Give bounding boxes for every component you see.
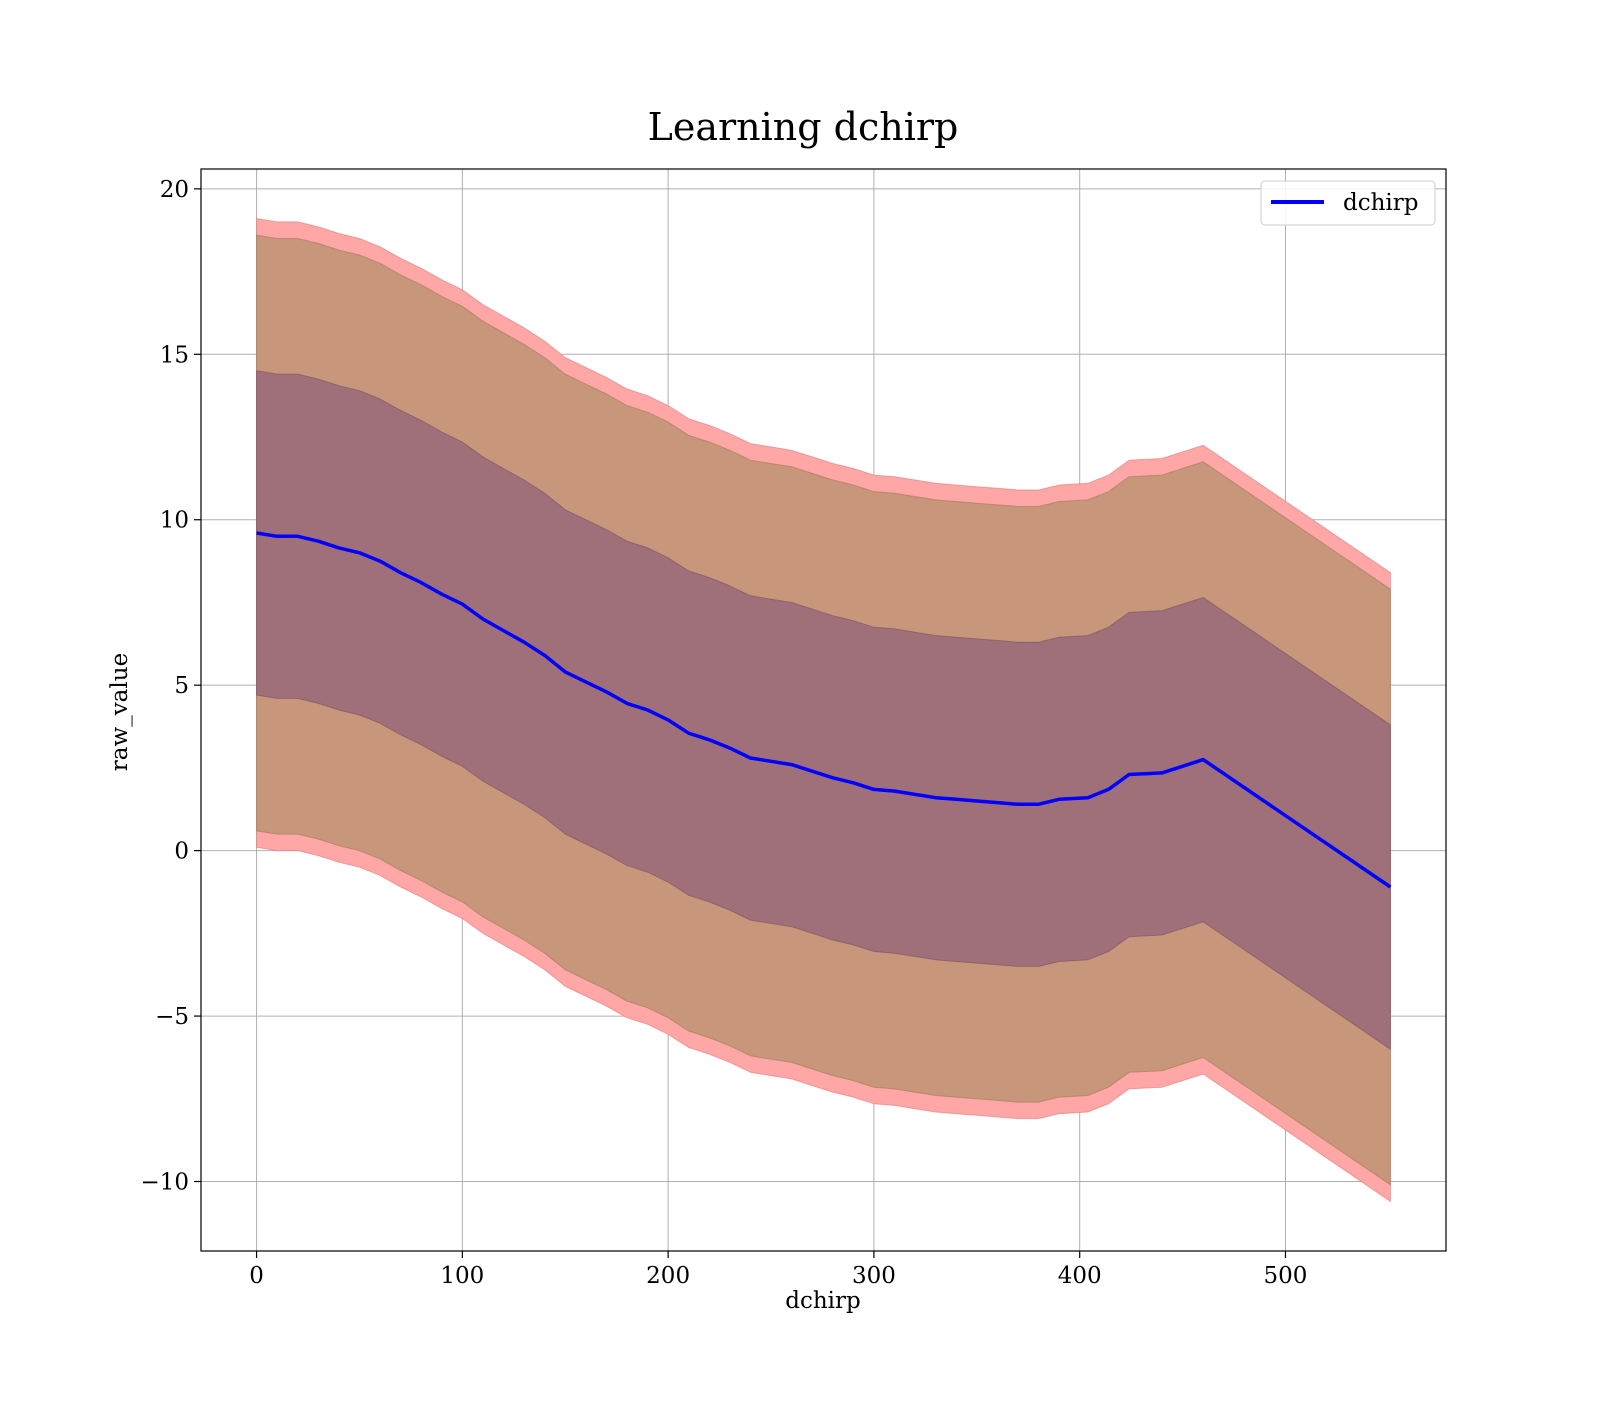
y-tick-label: −10 (140, 1170, 189, 1196)
legend: dchirp (1260, 180, 1436, 226)
series-lines (256, 531, 1392, 889)
band-inner (256, 370, 1391, 1051)
x-axis-label: dchirp (785, 1288, 861, 1314)
y-tick-label: 5 (174, 673, 189, 699)
x-tick-label: 200 (646, 1263, 690, 1289)
y-tick-label: 15 (160, 342, 189, 368)
y-tick-label: −5 (155, 1004, 189, 1030)
y-tick-label: 20 (160, 177, 189, 203)
x-tick-label: 300 (852, 1263, 896, 1289)
y-axis-label: raw_value (107, 653, 133, 771)
legend-box (1260, 180, 1436, 226)
plot-frame (200, 168, 1447, 1252)
y-tick-label: 0 (174, 839, 189, 865)
x-tick-label: 500 (1264, 1263, 1308, 1289)
chart-title: Learning dchirp (648, 105, 959, 149)
x-tick-label: 100 (440, 1263, 484, 1289)
legend-label-dchirp: dchirp (1343, 190, 1419, 216)
confidence-bands (256, 218, 1391, 1203)
x-axis-ticks: 0 100 200 300 400 500 (249, 1251, 1307, 1289)
y-tick-label: 10 (160, 508, 189, 534)
x-tick-label: 0 (249, 1263, 264, 1289)
y-axis-ticks: −10 −5 0 5 10 15 20 (140, 177, 201, 1196)
series-line-dchirp (256, 531, 1392, 889)
x-tick-label: 400 (1058, 1263, 1102, 1289)
